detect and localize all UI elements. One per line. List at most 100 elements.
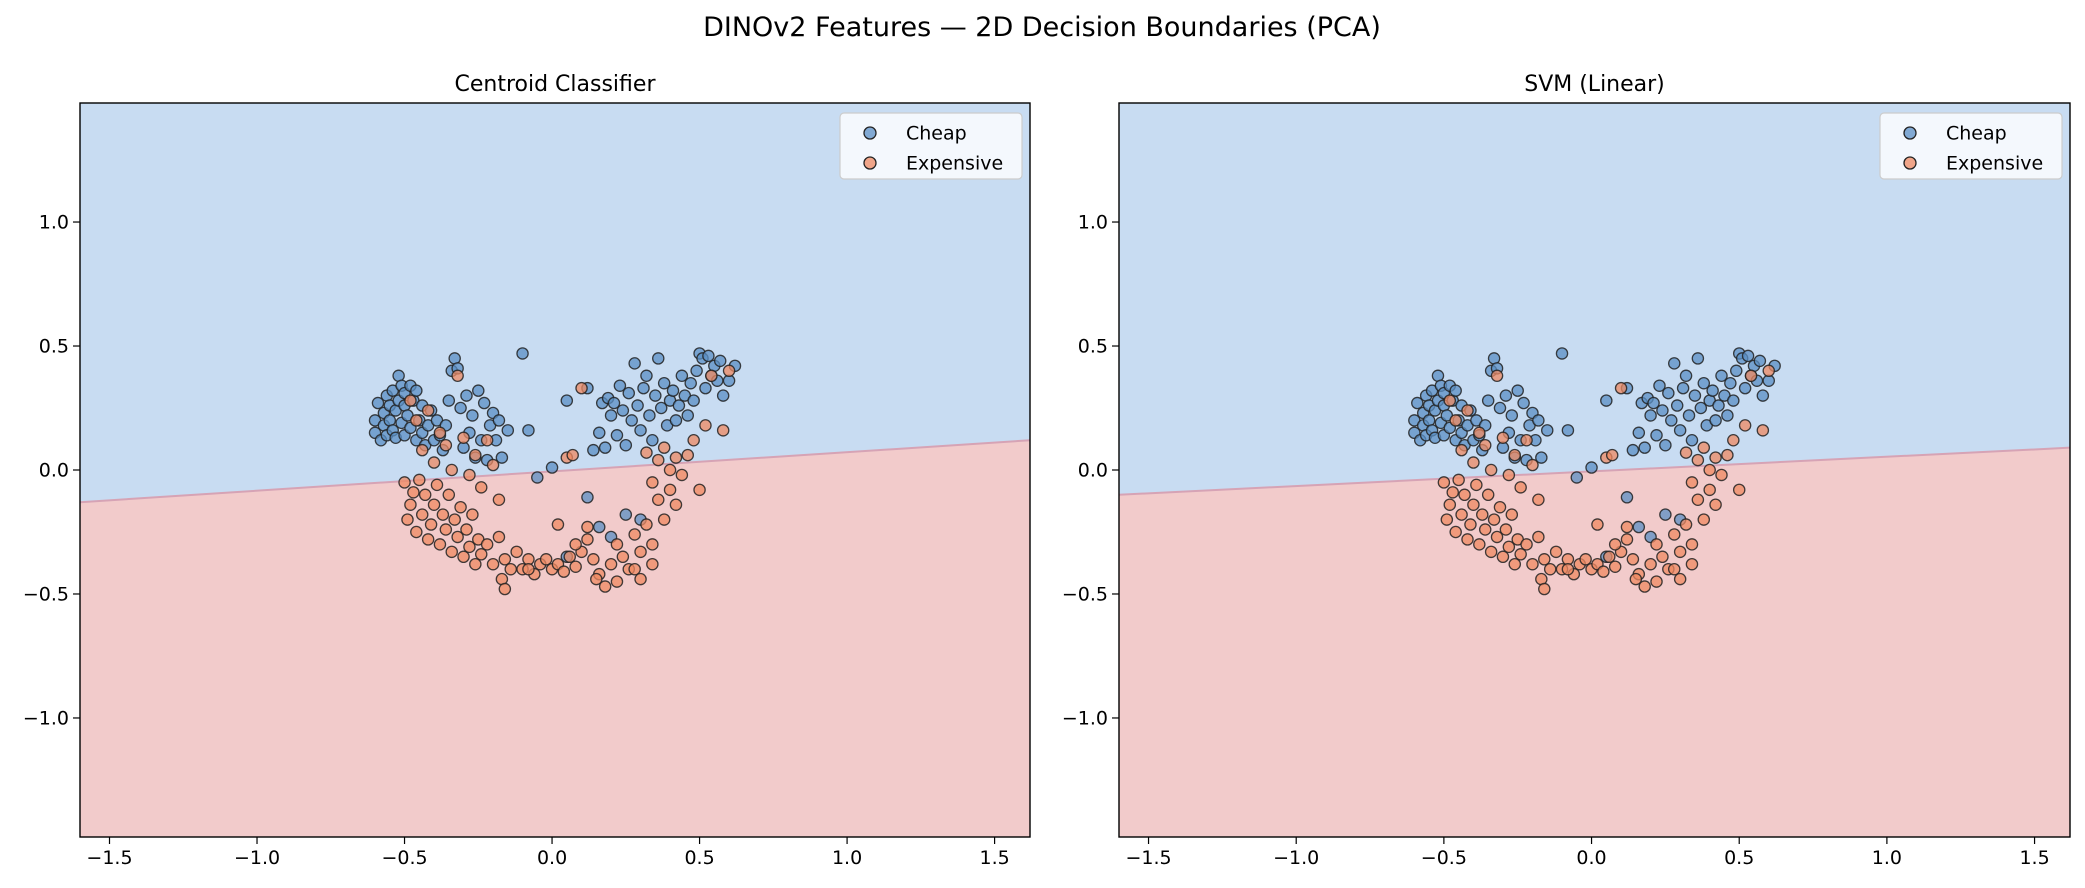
data-point — [454, 500, 467, 514]
data-point — [666, 384, 680, 397]
data-point — [1667, 528, 1681, 541]
data-point — [1514, 548, 1527, 561]
region-expensive — [80, 440, 1030, 837]
data-point — [516, 347, 529, 360]
data-point — [628, 528, 641, 541]
legend-box — [1879, 112, 2063, 180]
data-point — [442, 488, 456, 502]
data-point — [716, 389, 730, 402]
data-point — [1721, 409, 1734, 422]
data-point — [628, 357, 641, 370]
data-point — [1694, 401, 1708, 415]
data-point — [1667, 562, 1681, 576]
data-point — [1659, 438, 1672, 452]
series-cheap — [1408, 347, 1781, 564]
x-tick-label: 0.0 — [537, 847, 567, 869]
data-point — [643, 409, 656, 422]
data-point — [1502, 540, 1516, 554]
data-point — [415, 443, 429, 457]
data-point — [590, 572, 603, 586]
data-point — [1632, 426, 1646, 440]
data-point — [1756, 389, 1770, 402]
legend-box — [839, 112, 1023, 180]
data-point — [1727, 433, 1740, 447]
data-point — [657, 376, 671, 390]
data-point — [1490, 530, 1504, 544]
data-point — [581, 520, 594, 534]
data-point — [1724, 376, 1737, 390]
data-point — [1605, 448, 1619, 462]
data-point — [1411, 396, 1424, 410]
data-point — [1741, 349, 1755, 363]
data-point — [1452, 473, 1465, 487]
data-point — [498, 582, 512, 596]
data-point — [492, 530, 506, 544]
data-point — [557, 565, 571, 578]
data-point — [1712, 399, 1725, 412]
data-point — [445, 545, 458, 559]
data-point — [1650, 538, 1663, 551]
data-point — [1449, 525, 1462, 539]
data-point — [1685, 476, 1699, 489]
data-point — [616, 550, 630, 564]
data-point — [1490, 369, 1504, 383]
data-point — [1665, 414, 1678, 427]
data-point — [722, 364, 736, 378]
data-point — [619, 508, 633, 521]
data-point — [1481, 394, 1495, 407]
data-point — [1561, 424, 1575, 437]
data-point — [1467, 456, 1480, 469]
region-expensive — [1119, 447, 2070, 837]
data-point — [1691, 453, 1705, 467]
data-point — [657, 441, 671, 454]
data-point — [486, 458, 500, 472]
data-point — [433, 426, 447, 440]
legend-marker-cheap — [1903, 126, 1917, 140]
data-point — [466, 409, 479, 422]
data-point — [1685, 538, 1699, 551]
data-point — [637, 381, 650, 395]
data-point — [410, 384, 423, 397]
data-point — [1685, 557, 1699, 571]
data-point — [551, 518, 565, 531]
data-point — [1461, 533, 1474, 546]
data-point — [587, 443, 600, 457]
x-tick-label: −1.0 — [1273, 847, 1319, 869]
data-point — [646, 476, 659, 489]
data-point — [1709, 451, 1722, 464]
data-point — [472, 384, 485, 397]
data-point — [669, 451, 683, 464]
legend: Cheap Expensive — [1879, 112, 2063, 180]
x-tick-label: −0.5 — [1421, 847, 1467, 869]
data-point — [669, 414, 683, 427]
data-point — [702, 349, 715, 363]
data-point — [705, 369, 718, 383]
data-point — [675, 369, 689, 383]
legend-marker-expensive — [1903, 156, 1917, 170]
data-point — [1484, 545, 1498, 559]
data-point — [1455, 508, 1468, 521]
data-point — [495, 451, 509, 464]
data-point — [598, 441, 612, 454]
data-point — [1709, 414, 1722, 427]
legend-marker-expensive — [863, 156, 877, 170]
data-point — [625, 414, 638, 427]
data-point — [486, 557, 500, 571]
data-point — [652, 493, 665, 507]
data-point — [640, 369, 653, 383]
data-point — [1762, 364, 1776, 378]
data-point — [616, 404, 630, 417]
data-point — [1620, 491, 1634, 504]
data-point — [415, 508, 429, 521]
x-tick-label: 0.0 — [1576, 847, 1606, 869]
legend: Cheap Expensive — [839, 112, 1023, 180]
data-point — [1653, 379, 1666, 392]
x-tick-label: −1.5 — [86, 847, 132, 869]
data-point — [1532, 414, 1545, 427]
data-point — [634, 424, 647, 437]
panel-title: Centroid Classifier — [455, 72, 657, 97]
data-point — [545, 461, 559, 474]
data-point — [687, 394, 700, 407]
data-point — [1579, 553, 1592, 566]
data-point — [1514, 481, 1527, 494]
